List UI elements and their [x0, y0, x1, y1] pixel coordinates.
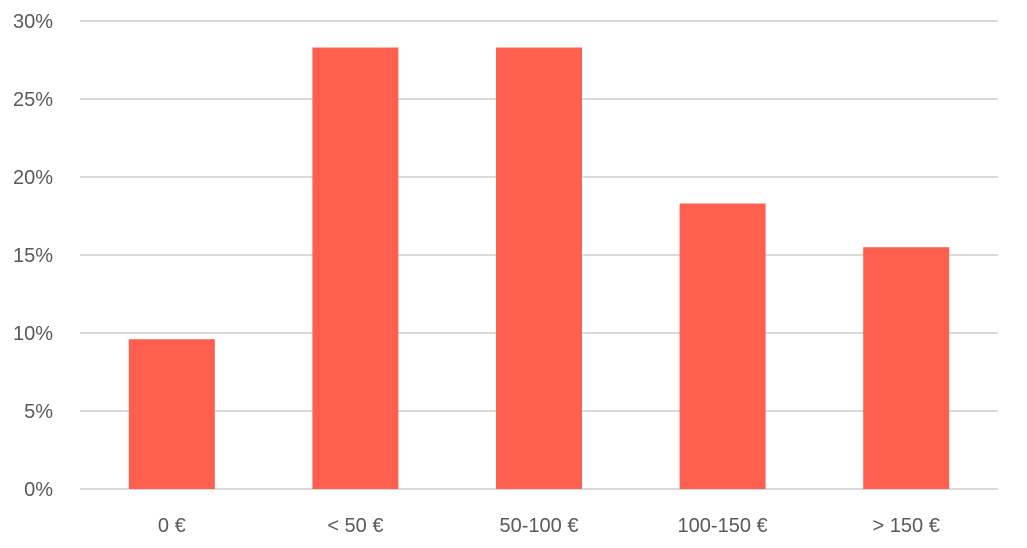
bar-2: [496, 47, 582, 490]
y-axis-tick-labels: 0% 5% 10% 15% 20% 25% 30%: [13, 11, 53, 501]
bar-4: [863, 247, 950, 489]
x-tick-label: 0 €: [158, 515, 186, 537]
x-axis-tick-labels: 0 € < 50 € 50-100 € 100-150 € > 150 €: [158, 515, 940, 537]
x-tick-label: 100-150 €: [678, 515, 768, 537]
bars: [128, 47, 950, 490]
y-tick-label: 10%: [13, 323, 53, 345]
y-tick-label: 5%: [24, 401, 53, 423]
y-tick-label: 15%: [13, 245, 53, 267]
bar-3: [679, 203, 766, 489]
x-tick-label: > 150 €: [873, 515, 940, 537]
y-tick-label: 25%: [13, 89, 53, 111]
y-tick-label: 20%: [13, 167, 53, 189]
y-tick-label: 0%: [24, 479, 53, 501]
bar-1: [312, 47, 399, 490]
x-tick-label: 50-100 €: [500, 515, 579, 537]
x-tick-label: < 50 €: [327, 515, 383, 537]
y-tick-label: 30%: [13, 11, 53, 33]
bar-0: [128, 339, 215, 489]
